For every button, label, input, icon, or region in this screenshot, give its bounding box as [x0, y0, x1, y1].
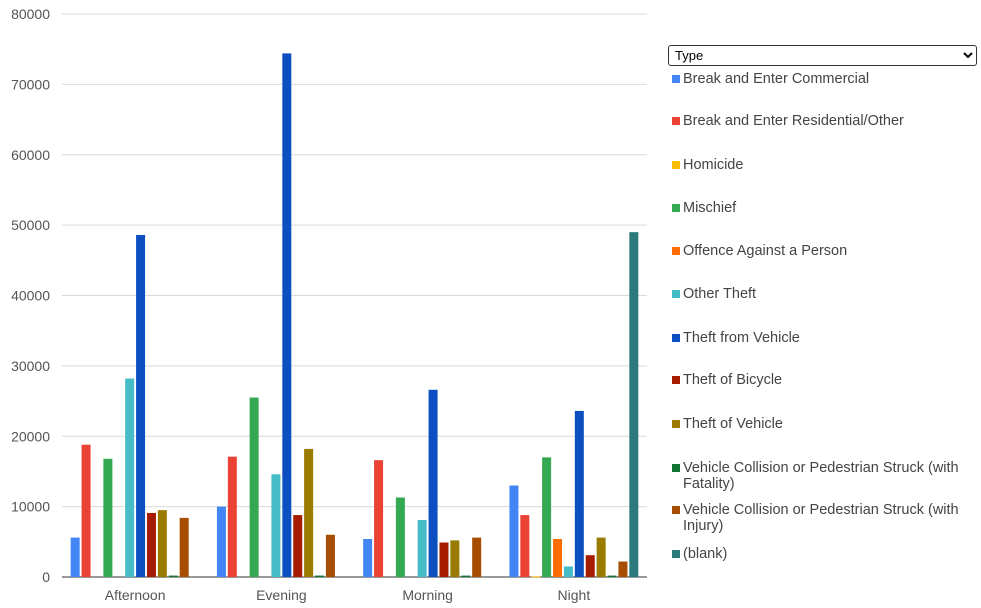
legend-swatch — [672, 117, 680, 125]
legend-swatch — [672, 204, 680, 212]
legend-swatch — [672, 376, 680, 384]
x-tick-label: Night — [558, 587, 591, 603]
bar[interactable] — [585, 555, 595, 577]
bar[interactable] — [629, 232, 639, 577]
bar[interactable] — [563, 566, 573, 577]
bar[interactable] — [227, 456, 237, 577]
y-tick-label: 50000 — [11, 217, 50, 233]
legend-label: Homicide — [683, 157, 744, 173]
bar[interactable] — [553, 538, 563, 577]
bar[interactable] — [168, 575, 178, 577]
legend-label: Vehicle Collision or Pedestrian Struck (… — [683, 502, 959, 534]
y-tick-label: 40000 — [11, 288, 50, 304]
legend-item[interactable]: Vehicle Collision or Pedestrian Struck (… — [672, 502, 977, 534]
bar[interactable] — [596, 537, 606, 577]
bar[interactable] — [315, 575, 325, 577]
bar[interactable] — [179, 517, 189, 577]
legend-label: Theft of Bicycle — [683, 372, 783, 388]
y-tick-label: 10000 — [11, 499, 50, 515]
legend-swatch — [672, 420, 680, 428]
bar[interactable] — [450, 540, 460, 577]
legend-item[interactable]: Other Theft — [672, 286, 977, 302]
legend-swatch — [672, 161, 680, 169]
legend-item[interactable]: Vehicle Collision or Pedestrian Struck (… — [672, 460, 977, 492]
bar[interactable] — [531, 576, 541, 578]
legend-swatch — [672, 506, 680, 514]
bar[interactable] — [249, 397, 259, 577]
y-tick-label: 0 — [42, 569, 50, 585]
legend-item[interactable]: Theft of Vehicle — [672, 416, 977, 432]
bar[interactable] — [520, 515, 530, 577]
bar[interactable] — [618, 561, 628, 577]
bar[interactable] — [417, 519, 427, 577]
legend-label: (blank) — [683, 546, 728, 562]
y-tick-label: 80000 — [11, 6, 50, 22]
legend-swatch — [672, 334, 680, 342]
legend-item[interactable]: Break and Enter Residential/Other — [672, 113, 977, 129]
y-tick-label: 60000 — [11, 147, 50, 163]
legend-item[interactable]: Offence Against a Person — [672, 243, 977, 259]
legend-label: Offence Against a Person — [683, 243, 848, 259]
bar-chart: 0 10000 20000 30000 40000 50000 60000 70000 8000… — [11, 6, 647, 603]
legend-swatch — [672, 464, 680, 472]
bars — [70, 53, 639, 578]
bar[interactable] — [282, 53, 292, 578]
bar[interactable] — [325, 534, 335, 577]
bar[interactable] — [70, 537, 80, 577]
legend-item[interactable]: Theft of Bicycle — [672, 372, 977, 388]
y-tick-label: 70000 — [11, 76, 50, 92]
bar[interactable] — [363, 538, 373, 577]
y-tick-label: 20000 — [11, 428, 50, 444]
legend-item[interactable]: Mischief — [672, 200, 977, 216]
legend-label: Theft from Vehicle — [683, 330, 800, 346]
bar[interactable] — [461, 575, 471, 577]
legend-item[interactable]: Theft from Vehicle — [672, 330, 977, 346]
bar[interactable] — [81, 444, 91, 577]
y-axis-ticks: 0 10000 20000 30000 40000 50000 60000 70000 8000… — [11, 6, 50, 585]
bar[interactable] — [439, 542, 449, 577]
legend-label: Theft of Vehicle — [683, 416, 783, 432]
bar[interactable] — [125, 378, 135, 577]
legend-item[interactable]: Break and Enter Commercial — [672, 71, 977, 87]
bar[interactable] — [216, 506, 226, 577]
x-tick-label: Morning — [402, 587, 453, 603]
legend-item[interactable]: (blank) — [672, 546, 977, 562]
bar[interactable] — [472, 537, 482, 577]
bar[interactable] — [146, 512, 156, 577]
bar[interactable] — [304, 448, 314, 577]
legend-label: Vehicle Collision or Pedestrian Struck (… — [683, 460, 959, 492]
bar[interactable] — [542, 457, 552, 577]
type-filter-select[interactable]: Type — [668, 45, 977, 66]
bar[interactable] — [103, 458, 113, 577]
bar[interactable] — [509, 485, 519, 577]
legend-item[interactable]: Homicide — [672, 157, 977, 173]
bar[interactable] — [157, 510, 167, 577]
legend-label: Break and Enter Residential/Other — [683, 113, 904, 129]
bar[interactable] — [271, 474, 281, 577]
gridlines — [62, 13, 647, 578]
bar[interactable] — [293, 515, 303, 577]
x-tick-label: Afternoon — [105, 587, 166, 603]
y-tick-label: 30000 — [11, 358, 50, 374]
legend-label: Other Theft — [683, 286, 757, 302]
bar[interactable] — [574, 410, 584, 577]
bar[interactable] — [374, 460, 384, 577]
bar[interactable] — [428, 389, 438, 577]
legend-swatch — [672, 290, 680, 298]
legend-label: Mischief — [683, 200, 737, 216]
x-axis-ticks: Afternoon Evening Morning Night — [105, 587, 591, 603]
legend-swatch — [672, 75, 680, 83]
legend-swatch — [672, 550, 680, 558]
legend-label: Break and Enter Commercial — [683, 71, 870, 87]
bar[interactable] — [395, 497, 405, 577]
legend-swatch — [672, 247, 680, 255]
x-tick-label: Evening — [256, 587, 307, 603]
bar[interactable] — [136, 234, 146, 578]
bar[interactable] — [607, 575, 617, 577]
